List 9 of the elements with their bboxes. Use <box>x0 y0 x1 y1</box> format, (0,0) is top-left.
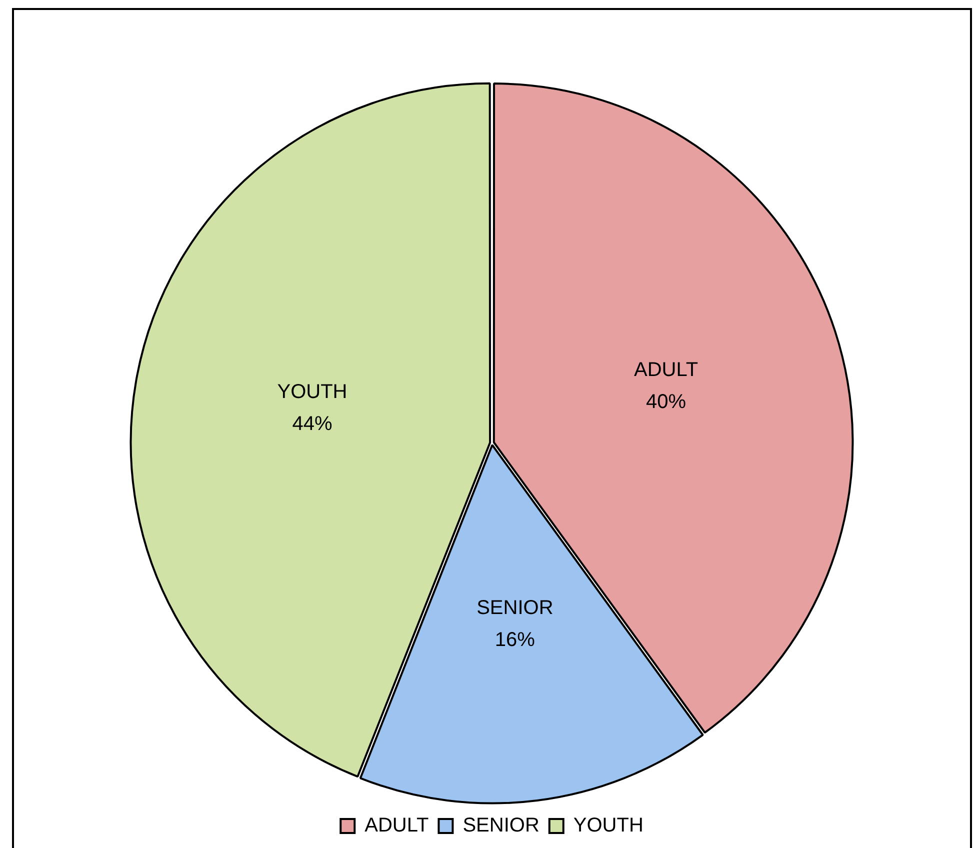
legend-label: YOUTH <box>573 814 644 837</box>
legend-label: SENIOR <box>462 814 540 837</box>
data-label: 16% <box>494 629 536 652</box>
slice-label: SENIOR <box>476 597 554 620</box>
legend-label: ADULT <box>364 814 429 837</box>
data-label: 44% <box>292 413 332 436</box>
data-label: 40% <box>646 390 686 413</box>
slice-label: YOUTH <box>277 381 348 404</box>
slice-label: ADULT <box>634 358 698 381</box>
